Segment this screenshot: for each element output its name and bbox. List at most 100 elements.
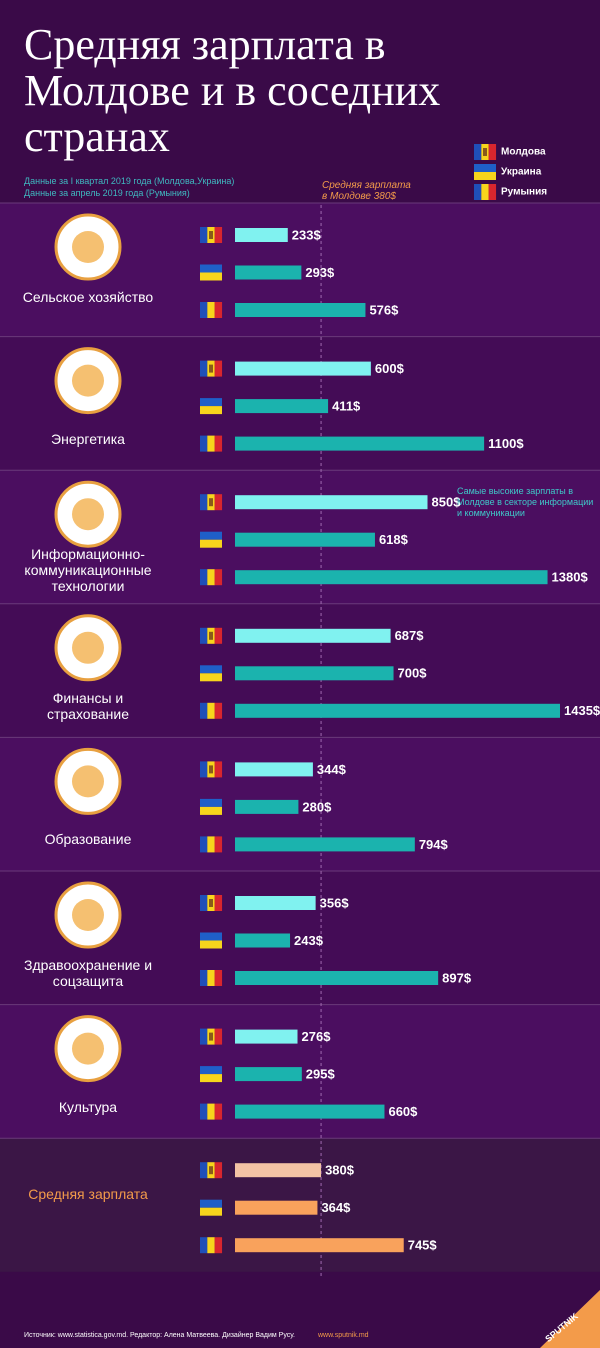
flag-stripe [200, 302, 208, 318]
flag-stripe [207, 836, 215, 853]
flag-stripe [200, 673, 222, 682]
flag [474, 164, 496, 180]
bar [235, 703, 560, 718]
flag-stripe [214, 761, 223, 778]
flag-emblem [209, 1032, 213, 1041]
icon-inner [72, 364, 104, 397]
flag-stripe [214, 227, 223, 243]
icon-inner [72, 631, 104, 664]
flag-stripe [200, 569, 208, 586]
flag-stripe [200, 836, 208, 853]
flag-stripe [214, 970, 223, 986]
bar [235, 436, 485, 451]
source: Источник: www.statistica.gov.md. Редакто… [24, 1332, 295, 1339]
flag-stripe [214, 1028, 223, 1045]
flag-stripe [200, 531, 222, 540]
flag-stripe [200, 227, 208, 243]
flag-stripe [200, 435, 208, 452]
value-label: 243$ [294, 933, 324, 948]
flag-stripe [200, 539, 222, 548]
value-label: 295$ [306, 1067, 336, 1082]
bar [235, 933, 291, 948]
value-label: 364$ [321, 1200, 351, 1215]
bar [235, 1067, 302, 1082]
flag-stripe [488, 184, 497, 200]
category-label: Средняя зарплата [28, 1186, 148, 1203]
flag [200, 1162, 223, 1179]
category-label: Информационно-коммуникационные технологи… [24, 546, 152, 595]
flag [200, 798, 222, 815]
icon-inner [72, 1032, 104, 1065]
flag-emblem [209, 498, 213, 507]
value-label: 356$ [320, 895, 350, 910]
bar [235, 1200, 318, 1215]
value-label: 233$ [292, 227, 322, 242]
flag [200, 398, 222, 415]
flag-stripe [200, 1103, 208, 1120]
note: Данные за I квартал 2019 года (Молдова,У… [24, 176, 235, 186]
bar [235, 896, 316, 910]
flag-stripe [200, 702, 208, 719]
value-label: 897$ [442, 970, 472, 985]
icon-inner [72, 231, 104, 263]
flag-stripe [200, 895, 208, 911]
flag [200, 302, 223, 318]
bar [235, 495, 428, 510]
flag-stripe [207, 302, 215, 318]
category-label: Энергетика [51, 430, 125, 447]
flag [200, 627, 223, 644]
flag [200, 665, 222, 682]
flag [200, 702, 223, 719]
value-label: 660$ [388, 1104, 418, 1119]
flag [200, 970, 223, 986]
flag-stripe [214, 836, 223, 853]
flag-stripe [474, 164, 496, 172]
flag-stripe [207, 569, 215, 586]
flag-stripe [200, 406, 222, 415]
flag-stripe [200, 970, 208, 986]
flag-stripe [200, 665, 222, 674]
bar [235, 1163, 322, 1178]
bar [235, 570, 548, 585]
value-label: 411$ [332, 399, 361, 414]
reference-label: Средняя зарплата в Молдове 380$ [322, 180, 411, 202]
flag-stripe [481, 184, 489, 200]
flag-stripe [207, 702, 215, 719]
category-label: Финансы и страхование [46, 689, 130, 722]
value-label: 1380$ [552, 570, 589, 585]
flag [474, 144, 497, 160]
bar [235, 837, 415, 852]
footer-bg [0, 1276, 600, 1348]
icon-inner [72, 899, 104, 931]
flag-stripe [200, 1028, 208, 1045]
flag [200, 1103, 223, 1120]
flag-stripe [200, 398, 222, 407]
flag-stripe [214, 435, 223, 452]
flag-stripe [200, 1162, 208, 1179]
flag [200, 360, 223, 377]
flag-stripe [200, 1199, 222, 1208]
flag-stripe [214, 360, 223, 377]
flag [200, 1237, 223, 1254]
flag [200, 1066, 222, 1083]
flag [200, 227, 223, 243]
flag-stripe [200, 627, 208, 644]
bar [235, 971, 439, 985]
value-label: 850$ [432, 495, 462, 510]
value-label: 1100$ [488, 436, 524, 451]
value-label: 700$ [398, 666, 428, 681]
value-label: 618$ [379, 532, 409, 547]
value-label: 293$ [305, 265, 335, 280]
bar [235, 628, 391, 643]
category-label: Сельское хозяйство [22, 289, 154, 305]
bar [235, 762, 313, 777]
flag [200, 761, 223, 778]
flag-stripe [200, 940, 222, 949]
flag [200, 836, 223, 853]
flag-emblem [209, 364, 213, 373]
flag-stripe [214, 302, 223, 318]
flag-stripe [200, 798, 222, 807]
value-label: 794$ [419, 837, 449, 852]
flag-stripe [214, 1162, 223, 1179]
